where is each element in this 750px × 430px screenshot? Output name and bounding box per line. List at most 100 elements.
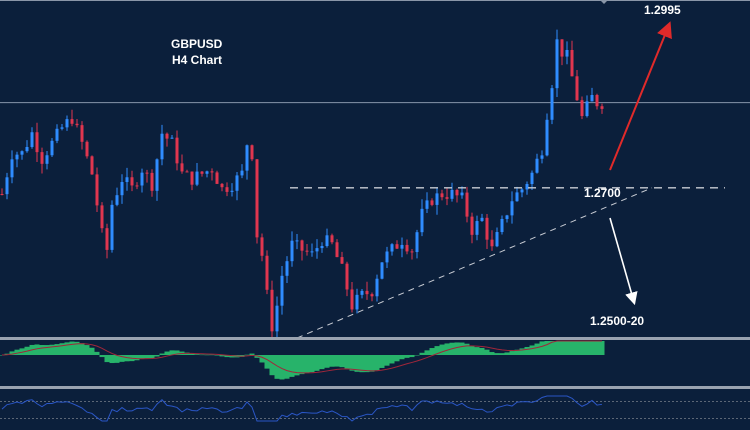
- candle-body: [255, 159, 259, 238]
- trendline: [296, 187, 653, 339]
- candle-body: [185, 171, 189, 173]
- candle-body: [290, 240, 294, 262]
- macd-histogram-bar: [379, 355, 385, 368]
- candle-body: [125, 177, 129, 183]
- macd-histogram-bar: [154, 355, 160, 357]
- macd-histogram-bar: [264, 355, 270, 369]
- macd-histogram-bar: [214, 355, 220, 356]
- candle-body: [180, 163, 184, 172]
- macd-histogram-bar: [324, 355, 330, 368]
- macd-histogram-bar: [364, 355, 370, 373]
- macd-histogram-bar: [49, 344, 55, 355]
- shift-marker-icon[interactable]: [600, 0, 608, 4]
- candle-body: [155, 159, 159, 191]
- candle-body: [135, 185, 139, 187]
- macd-histogram-bar: [489, 352, 495, 355]
- macd-histogram-bar: [524, 346, 530, 355]
- macd-histogram-bar: [69, 341, 75, 355]
- candle-body: [460, 192, 464, 196]
- candle-body: [75, 123, 79, 126]
- candle-body: [25, 146, 29, 152]
- candle-body: [565, 49, 569, 57]
- chart-subtitle: H4 Chart: [172, 53, 223, 67]
- macd-histogram-bar: [299, 355, 305, 375]
- macd-histogram-bar: [104, 355, 110, 363]
- macd-histogram-bar: [354, 355, 360, 372]
- candle-body: [55, 128, 59, 141]
- candle-body: [510, 201, 514, 216]
- macd-histogram-bar: [289, 355, 295, 377]
- candle-body: [360, 290, 364, 295]
- candle-body: [375, 278, 379, 297]
- macd-histogram-bar: [434, 346, 440, 355]
- candle-body: [105, 228, 109, 250]
- candle-body: [165, 133, 169, 139]
- candle-body: [240, 170, 244, 176]
- macd-histogram-bar: [319, 355, 325, 370]
- candle-body: [340, 257, 344, 264]
- panel-separator[interactable]: [0, 337, 750, 340]
- macd-histogram-bar: [519, 348, 525, 355]
- macd-histogram-bar: [404, 355, 410, 358]
- candle-body: [390, 244, 394, 252]
- macd-histogram-bar: [19, 348, 25, 355]
- candle-body: [485, 217, 489, 240]
- candle-body: [250, 145, 254, 160]
- macd-histogram-bar: [384, 355, 390, 366]
- candle-body: [320, 246, 324, 249]
- macd-histogram-bar: [544, 341, 550, 355]
- candle-body: [225, 187, 229, 192]
- macd-histogram-bar: [339, 355, 345, 368]
- macd-histogram-bar: [309, 355, 315, 373]
- candle-body: [295, 240, 299, 242]
- candle-body: [370, 294, 374, 297]
- candle-body: [270, 289, 274, 332]
- macd-histogram-bar: [64, 342, 70, 355]
- candle-body: [20, 151, 24, 155]
- macd-histogram-bar: [464, 343, 470, 355]
- macd-histogram-bar: [79, 343, 85, 355]
- candle-body: [0, 194, 4, 196]
- candle-body: [575, 76, 579, 101]
- candle-body: [280, 275, 284, 306]
- macd-histogram-bar: [359, 355, 365, 373]
- macd-histogram-bar: [584, 341, 590, 355]
- macd-histogram-bar: [589, 341, 595, 355]
- macd-histogram-bar: [269, 355, 275, 376]
- candle-body: [150, 172, 154, 191]
- macd-histogram-bar: [54, 344, 60, 355]
- candle-body: [145, 172, 149, 174]
- candle-body: [445, 197, 449, 199]
- candle-body: [415, 232, 419, 253]
- macd-histogram-bar: [374, 355, 380, 371]
- candle-body: [545, 119, 549, 156]
- macd-histogram-bar: [559, 341, 565, 355]
- candle-body: [345, 263, 349, 290]
- macd-histogram-bar: [144, 355, 150, 359]
- candle-body: [5, 177, 9, 195]
- candle-body: [410, 251, 414, 253]
- macd-histogram-bar: [169, 350, 175, 355]
- macd-histogram-bar: [9, 351, 15, 355]
- candle-body: [455, 189, 459, 196]
- panel-separator[interactable]: [0, 386, 750, 389]
- candle-body: [380, 262, 384, 279]
- candle-body: [85, 141, 89, 157]
- candle-body: [95, 174, 99, 206]
- candle-body: [110, 204, 114, 250]
- candle-body: [555, 39, 559, 89]
- candle-body: [265, 255, 269, 290]
- candle-body: [175, 137, 179, 164]
- candle-body: [330, 235, 334, 243]
- macd-histogram-bar: [99, 355, 105, 358]
- macd-histogram-bar: [159, 353, 165, 355]
- candle-body: [30, 132, 34, 147]
- candle-body: [305, 250, 309, 252]
- candle-body: [520, 189, 524, 193]
- macd-histogram-bar: [479, 347, 485, 355]
- macd-histogram-bar: [139, 355, 145, 359]
- macd-histogram-bar: [499, 353, 505, 355]
- macd-histogram-bar: [439, 344, 445, 355]
- target-up-label: 1.2995: [644, 3, 681, 17]
